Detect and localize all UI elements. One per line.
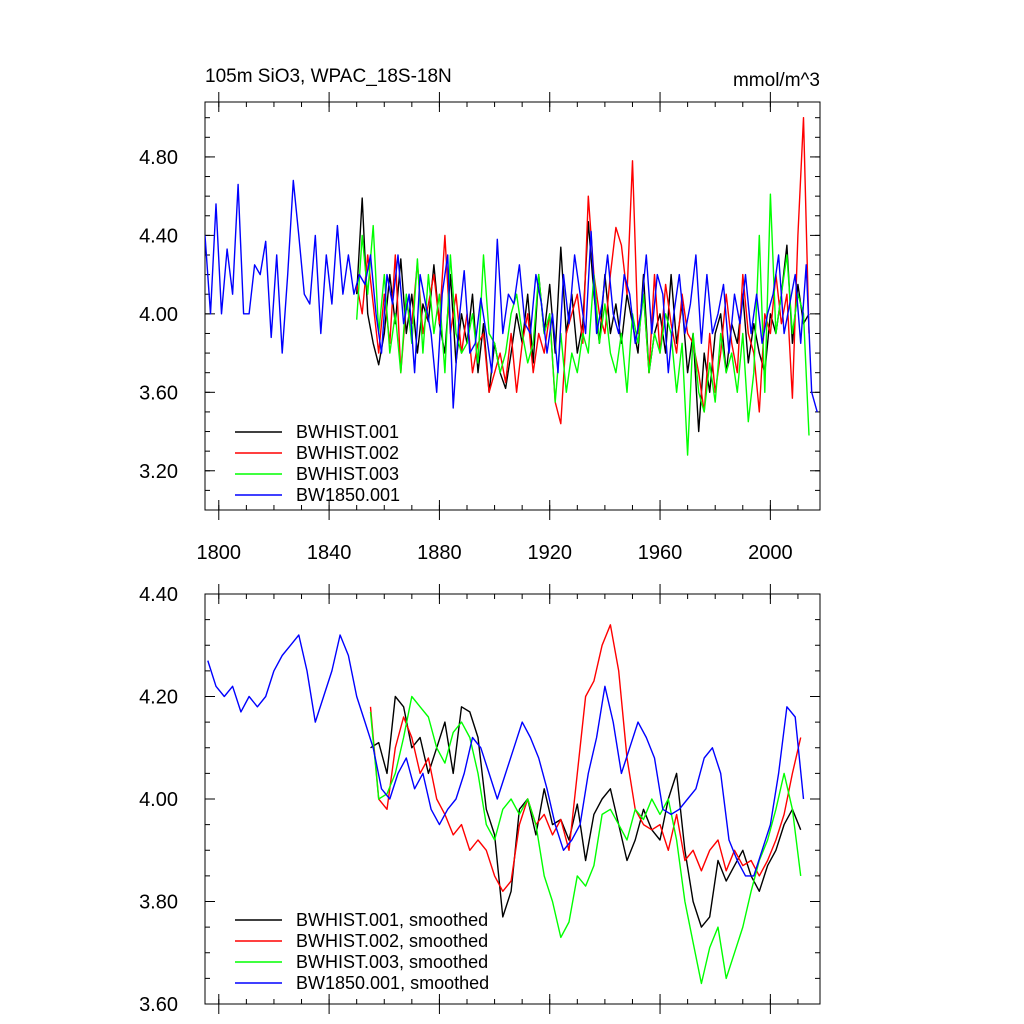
series-line-bwhist-001-smoothed — [370, 695, 802, 928]
series-line-bwhist-003-smoothed — [369, 695, 802, 985]
x-tick-label: 1800 — [197, 542, 242, 564]
legend-label: BWHIST.001 — [296, 422, 399, 442]
y-tick-label: 4.80 — [139, 147, 178, 169]
x-tick-label: 1960 — [638, 542, 683, 564]
x-tick-label: 2000 — [748, 542, 793, 564]
series-group — [205, 116, 818, 456]
legend-label: BWHIST.003, smoothed — [296, 952, 488, 972]
y-tick-label: 4.40 — [139, 225, 178, 247]
legend-label: BWHIST.001, smoothed — [296, 910, 488, 930]
chart-title: 105m SiO3, WPAC_18S-18N — [205, 66, 452, 87]
x-tick-label: 1920 — [527, 542, 572, 564]
y-tick-label: 4.00 — [139, 789, 178, 811]
legend-label: BW1850.001, smoothed — [296, 973, 489, 993]
series-group — [207, 624, 805, 985]
legend-label: BW1850.001 — [296, 485, 400, 505]
bottom-panel: 3.60 3.80 4.00 4.20 4.40 BWHIST.001, smoothed… — [139, 584, 821, 1016]
y-tick-label: 3.20 — [139, 461, 178, 483]
y-tick-label: 4.20 — [139, 687, 178, 709]
plot-frame — [204, 101, 821, 511]
series-line-bwhist-003 — [356, 193, 810, 456]
series-line-bwhist-002-smoothed — [369, 624, 802, 892]
series-line-bwhist-002 — [356, 116, 810, 425]
y-tick-label: 4.40 — [139, 584, 178, 606]
y-tick-label: 3.80 — [139, 892, 178, 914]
y-tick-label: 3.60 — [139, 382, 178, 404]
legend-label: BWHIST.002, smoothed — [296, 931, 488, 951]
y-tick-label: 4.00 — [139, 304, 178, 326]
y-tick-label: 3.60 — [139, 994, 178, 1016]
x-tick-label: 1880 — [417, 542, 462, 564]
series-line-bw1850-001 — [205, 179, 818, 413]
legend-label: BWHIST.003 — [296, 464, 399, 484]
series-line-bw1850-001-smoothed — [207, 634, 805, 877]
x-tick-label: 1840 — [307, 542, 352, 564]
top-panel: 105m SiO3, WPAC_18S-18N mmol/m^3 1800 184… — [139, 66, 821, 564]
legend-label: BWHIST.002 — [296, 443, 399, 463]
units-label: mmol/m^3 — [733, 70, 820, 91]
